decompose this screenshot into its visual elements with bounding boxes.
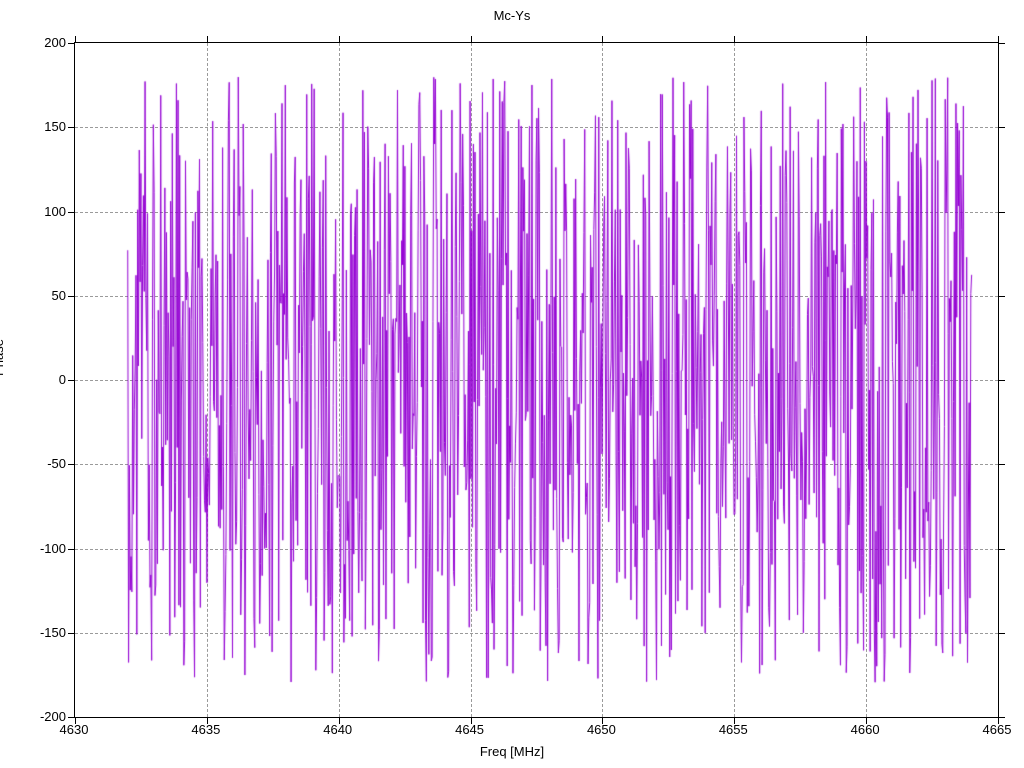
x-axis-tick xyxy=(206,717,208,724)
y-axis-tick-label: -200 xyxy=(39,709,66,724)
y-axis-tick xyxy=(68,127,75,129)
y-axis-tick xyxy=(68,211,75,213)
x-axis-tick xyxy=(734,36,736,43)
x-axis-tick-label: 4650 xyxy=(586,722,616,737)
y-axis-tick-label: -50 xyxy=(47,456,66,472)
x-axis-tick-label: 4655 xyxy=(718,722,748,737)
y-axis-tick xyxy=(68,548,75,550)
y-axis-tick-label: 200 xyxy=(44,35,66,50)
y-axis-tick xyxy=(68,464,75,466)
x-axis-tick xyxy=(734,717,736,724)
x-axis-tick-label: 4630 xyxy=(59,722,89,737)
x-axis-tick xyxy=(998,36,999,43)
y-axis-tick xyxy=(998,464,1005,466)
x-axis-tick xyxy=(998,717,999,724)
y-axis-tick xyxy=(998,380,1005,381)
y-axis-tick xyxy=(998,632,1005,634)
x-axis-tick xyxy=(866,36,868,43)
y-axis-tick xyxy=(68,632,75,634)
y-axis-tick-label: -100 xyxy=(39,540,66,556)
x-axis-tick-label: 4660 xyxy=(850,722,880,737)
plot-area xyxy=(68,36,1005,724)
y-axis-tick-label: 50 xyxy=(51,287,66,303)
x-axis-tick xyxy=(470,717,472,724)
x-axis-tick-labels: 4630 4635 4640 4645 4650 4655 4660 4665 xyxy=(60,722,1012,740)
y-axis-tick-labels: -200 -150 -100 -50 0 50 100 150 200 xyxy=(0,36,66,723)
chart-title: Mc-Ys xyxy=(493,8,531,23)
data-series-canvas xyxy=(75,43,998,717)
plot-inner xyxy=(75,43,998,717)
y-axis-tick xyxy=(998,295,1005,297)
y-axis-tick xyxy=(68,43,75,44)
x-axis-tick xyxy=(866,717,868,724)
x-axis-tick-label: 4645 xyxy=(455,722,485,737)
x-axis-tick-label: 4640 xyxy=(323,722,353,737)
x-axis-tick xyxy=(75,717,76,724)
y-axis-tick xyxy=(68,717,75,718)
y-axis-tick-label: 0 xyxy=(58,372,66,387)
y-axis-tick xyxy=(68,380,75,381)
y-axis-tick xyxy=(998,127,1005,129)
y-axis-tick xyxy=(998,548,1005,550)
x-axis-tick-label: 4635 xyxy=(191,722,221,737)
y-axis-tick xyxy=(998,43,1005,44)
x-axis-tick xyxy=(206,36,208,43)
x-axis-tick xyxy=(602,717,604,724)
y-axis-tick xyxy=(998,211,1005,213)
x-axis-tick xyxy=(338,717,340,724)
y-axis-tick-label: -150 xyxy=(39,624,66,640)
x-axis-title: Freq [MHz] xyxy=(479,744,545,759)
x-axis-tick xyxy=(602,36,604,43)
x-axis-tick xyxy=(338,36,340,43)
x-axis-tick-label: 4665 xyxy=(982,722,1012,737)
y-axis-tick xyxy=(998,717,1005,718)
y-axis-tick xyxy=(68,295,75,297)
y-axis-tick-label: 150 xyxy=(44,119,66,135)
x-axis-tick xyxy=(75,36,76,43)
y-axis-tick-label: 100 xyxy=(44,203,66,219)
x-axis-tick xyxy=(470,36,472,43)
